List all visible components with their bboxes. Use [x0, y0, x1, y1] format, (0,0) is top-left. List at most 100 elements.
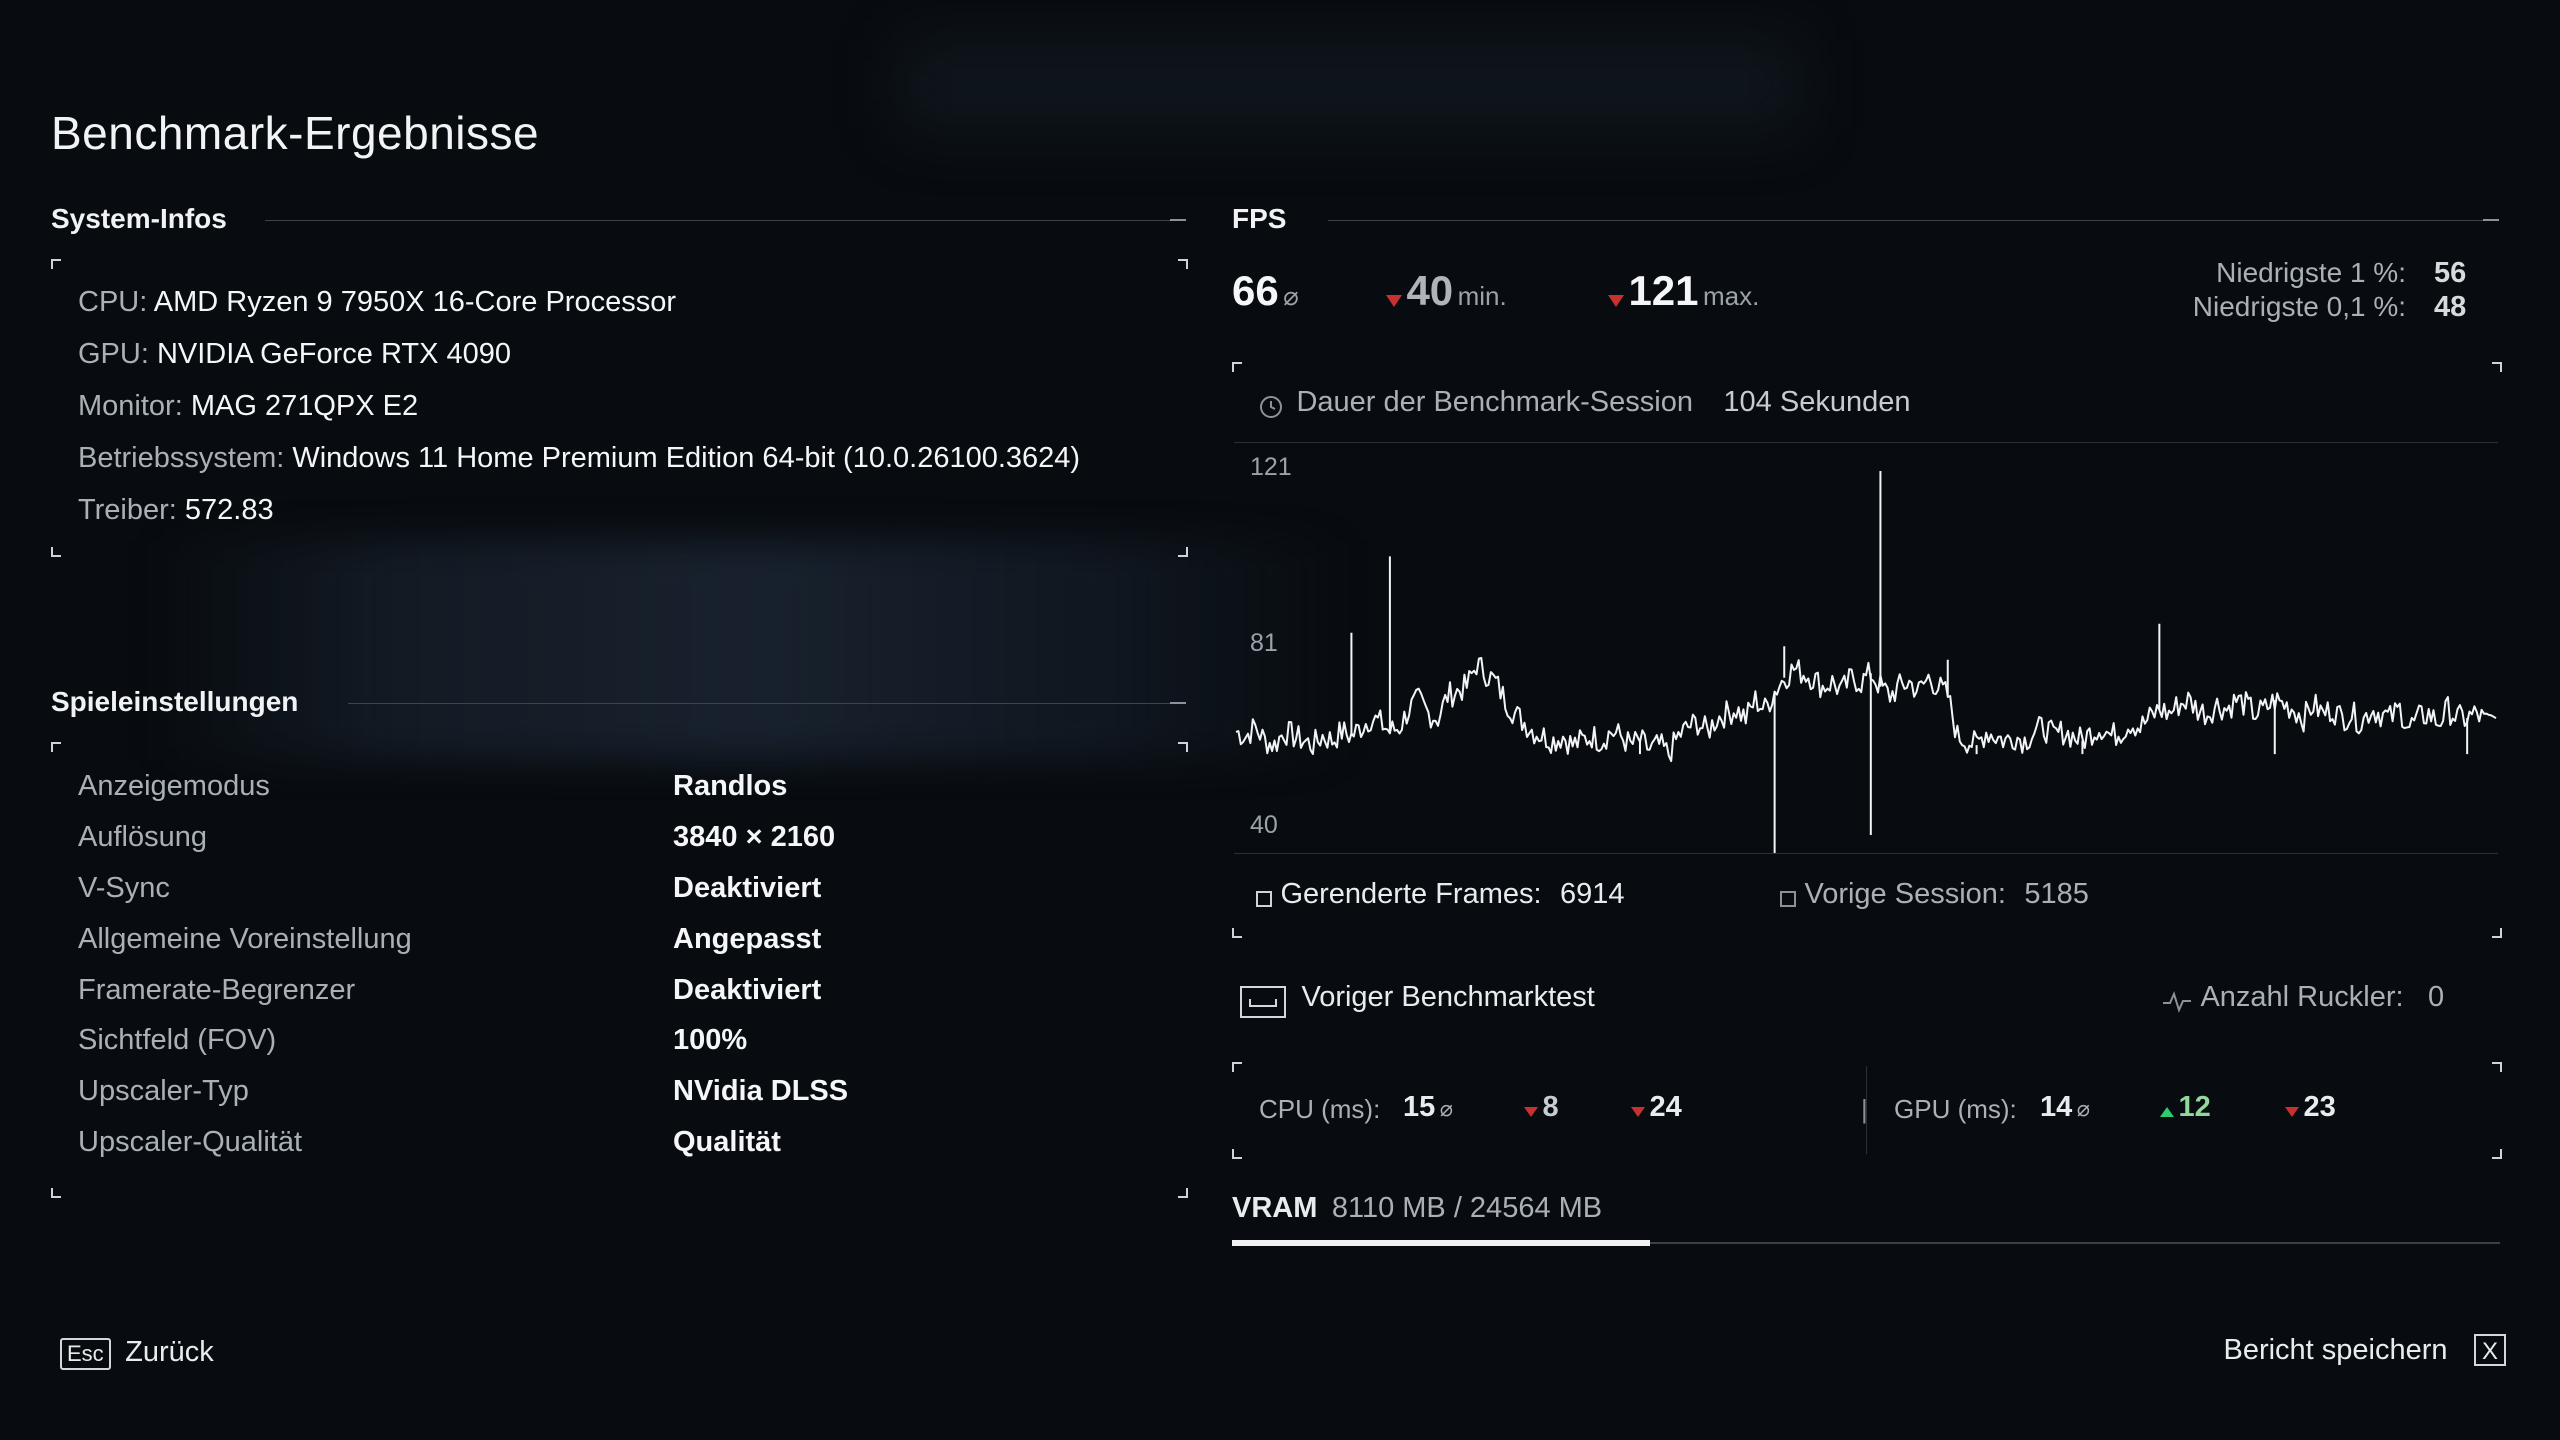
pulse-icon — [2163, 990, 2191, 1013]
setting-label: Upscaler-Qualität — [78, 1126, 303, 1158]
system-row-monitor: Monitor: MAG 271QPX E2 — [78, 390, 418, 423]
low01-value: 48 — [2434, 291, 2467, 323]
y-tick-label: 40 — [1250, 811, 1278, 839]
down-triangle-icon — [1631, 1106, 1645, 1117]
setting-value: NVidia DLSS — [673, 1075, 849, 1107]
setting-value: Deaktiviert — [673, 872, 822, 904]
chart-top-rule — [1234, 442, 2498, 443]
setting-label: Auflösung — [78, 821, 207, 853]
system-row-value: 572.83 — [184, 494, 274, 526]
down-triangle-icon — [1524, 1106, 1538, 1117]
divider — [265, 220, 1170, 221]
x-key-icon: X — [2474, 1334, 2506, 1366]
avg-symbol: ⌀ — [1283, 281, 1299, 311]
setting-value: Deaktiviert — [673, 974, 822, 1006]
frametimes-divider — [1866, 1066, 1867, 1154]
setting-label: Framerate-Begrenzer — [78, 974, 356, 1006]
vram-bar-fill — [1232, 1240, 1650, 1246]
system-row-label: Treiber: — [78, 494, 177, 526]
avg-symbol: ⌀ — [2076, 1096, 2090, 1121]
stutter-label: Anzahl Ruckler: — [2200, 981, 2404, 1013]
vram-usage: VRAM 8110 MB / 24564 MB — [1232, 1192, 1602, 1225]
fps-min: 40 min. — [1386, 267, 1507, 315]
gpu-avg-value: 14 — [2040, 1091, 2073, 1123]
fps-series-line — [1235, 657, 2497, 763]
system-row-label: Betriebssystem: — [78, 442, 285, 474]
low1-label: Niedrigste 1 %: — [2216, 257, 2406, 288]
setting-label: Anzeigemodus — [78, 770, 270, 802]
down-triangle-icon — [2285, 1106, 2299, 1117]
previous-session: Vorige Session: 5185 — [1780, 878, 2089, 911]
setting-label: V-Sync — [78, 872, 170, 904]
fps-title: FPS — [1232, 203, 1287, 234]
checkbox-icon — [1780, 890, 1796, 907]
setting-value: Qualität — [673, 1126, 781, 1158]
keyboard-key-icon — [1240, 985, 1286, 1018]
setting-value: Angepasst — [673, 923, 822, 955]
down-triangle-icon — [1608, 294, 1624, 307]
fps-max-value: 121 — [1628, 267, 1699, 314]
clock-icon — [1260, 395, 1282, 418]
frame-corner — [51, 1188, 61, 1198]
session-duration-label: Dauer der Benchmark-Session — [1296, 386, 1693, 418]
fps-max-unit: max. — [1702, 281, 1760, 311]
fps-chart: 121 81 40 — [1235, 453, 2497, 853]
save-report-button[interactable]: Bericht speichern X — [2223, 1334, 2506, 1367]
background-glow — [150, 540, 1350, 760]
gpu-max-value: 23 — [2303, 1091, 2336, 1123]
gpu-max: 23 — [2285, 1091, 2336, 1124]
cpu-min: 8 — [1524, 1091, 1559, 1124]
divider-end — [1170, 702, 1186, 704]
frame-corner — [2492, 362, 2502, 372]
setting-label: Allgemeine Voreinstellung — [78, 923, 412, 955]
frame-corner — [1232, 928, 1242, 938]
frame-corner — [51, 742, 61, 752]
vram-value: 8110 MB / 24564 MB — [1331, 1192, 1603, 1224]
fps-min-unit: min. — [1457, 281, 1507, 311]
vram-label: VRAM — [1232, 1192, 1318, 1224]
frame-corner — [1178, 1188, 1188, 1198]
session-duration-value: 104 Sekunden — [1723, 386, 1911, 418]
frame-corner — [1178, 259, 1188, 269]
system-row-value: Windows 11 Home Premium Edition 64-bit (… — [292, 442, 1081, 474]
frame-corner — [2492, 928, 2502, 938]
previous-benchmark-label: Voriger Benchmarktest — [1301, 981, 1595, 1013]
fps-average-value: 66 — [1232, 267, 1279, 314]
frame-corner — [1232, 362, 1242, 372]
gpu-min-value: 12 — [2178, 1091, 2211, 1123]
frame-corner — [2492, 1149, 2502, 1159]
back-button[interactable]: Esc Zurück — [60, 1336, 214, 1370]
chart-bottom-rule — [1234, 853, 2498, 854]
setting-value: 3840 × 2160 — [673, 821, 836, 853]
frame-corner — [1178, 742, 1188, 752]
fps-min-value: 40 — [1406, 267, 1454, 314]
setting-value: Randlos — [673, 770, 788, 802]
rendered-frames-label: Gerenderte Frames: — [1280, 878, 1542, 910]
frame-corner — [2492, 1062, 2502, 1072]
page-title: Benchmark-Ergebnisse — [51, 107, 540, 159]
system-row-os: Betriebssystem: Windows 11 Home Premium … — [78, 442, 1080, 475]
esc-key-icon: Esc — [60, 1338, 111, 1370]
system-row-value: MAG 271QPX E2 — [190, 390, 419, 422]
system-row-label: CPU: — [78, 286, 148, 318]
down-triangle-icon — [1386, 294, 1402, 307]
gpu-avg: 14 ⌀ — [2040, 1091, 2090, 1124]
y-tick-label: 81 — [1250, 629, 1278, 657]
frame-corner — [1178, 547, 1188, 557]
system-row-driver: Treiber: 572.83 — [78, 494, 274, 527]
setting-label: Upscaler-Typ — [78, 1075, 249, 1107]
rendered-frames: Gerenderte Frames: 6914 — [1256, 878, 1625, 911]
cpu-avg: 15 ⌀ — [1403, 1091, 1453, 1124]
previous-session-value: 5185 — [2024, 878, 2089, 910]
gpu-separator-bar: | — [1861, 1094, 1868, 1124]
system-row-cpu: CPU: AMD Ryzen 9 7950X 16-Core Processor — [78, 286, 676, 319]
fps-average: 66 ⌀ — [1232, 267, 1299, 315]
cpu-avg-value: 15 — [1403, 1091, 1436, 1123]
setting-label: Sichtfeld (FOV) — [78, 1024, 277, 1056]
previous-benchmark-toggle[interactable]: Voriger Benchmarktest — [1239, 981, 1595, 1019]
system-row-value: NVIDIA GeForce RTX 4090 — [156, 338, 512, 370]
system-infos-title: System-Infos — [51, 203, 227, 234]
divider — [1328, 220, 2483, 221]
system-row-label: Monitor: — [78, 390, 183, 422]
system-row-value: AMD Ryzen 9 7950X 16-Core Processor — [153, 286, 676, 318]
